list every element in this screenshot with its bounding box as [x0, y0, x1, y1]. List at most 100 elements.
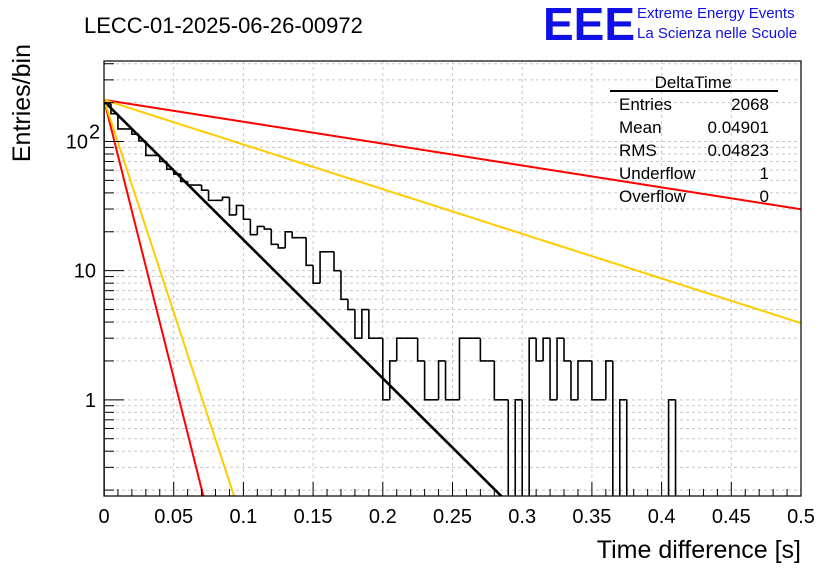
- histogram-bin: [674, 399, 677, 496]
- histogram-bin: [618, 399, 627, 496]
- x-tick-label: 0: [98, 506, 109, 528]
- histogram-bin: [291, 231, 300, 239]
- histogram-bin: [242, 205, 251, 221]
- fit-curve-5: [104, 99, 236, 496]
- histogram-bin: [333, 251, 341, 272]
- histogram-bin: [549, 338, 558, 401]
- y-tick-exponent: 2: [89, 121, 100, 143]
- histogram-bin: [423, 360, 432, 401]
- x-tick-label: 0.35: [572, 506, 611, 528]
- histogram-bin: [305, 237, 314, 267]
- x-tick-label: 0.3: [508, 506, 536, 528]
- histogram-bin: [172, 169, 181, 175]
- x-tick-label: 0.5: [787, 506, 815, 528]
- x-axis-title: Time difference [s]: [597, 536, 801, 564]
- histogram-bin: [138, 134, 146, 142]
- y-axis-title: Entries/bin: [8, 44, 36, 162]
- histogram-bin: [249, 219, 258, 236]
- x-tick-label: 0.05: [154, 506, 193, 528]
- histogram-bin: [277, 244, 286, 249]
- y-tick-label: 10: [74, 261, 96, 283]
- histogram-bin: [458, 337, 467, 400]
- histogram-bin: [556, 337, 565, 400]
- eee-logo: EEE Extreme Energy Events La Scienza nel…: [543, 0, 797, 50]
- histogram-bin: [612, 360, 614, 496]
- fit-curves: [104, 98, 801, 496]
- y-tick-label: 1: [85, 390, 96, 412]
- histogram-bin: [319, 250, 328, 284]
- histogram-bin: [535, 338, 544, 362]
- x-tick-label: 0.2: [369, 506, 397, 528]
- x-tick-label: 0.45: [712, 506, 751, 528]
- stats-label: Mean: [619, 118, 662, 137]
- histogram-bin: [437, 360, 446, 400]
- axis-ticks: [103, 63, 802, 496]
- histogram-bin: [395, 337, 404, 361]
- histogram-bin: [416, 338, 425, 362]
- histogram-bin: [493, 360, 502, 401]
- histogram-bin: [388, 360, 397, 400]
- histogram-bin: [235, 204, 244, 215]
- stats-value: 0.04901: [708, 118, 769, 137]
- histogram-bin: [479, 338, 488, 362]
- histogram-bin: [263, 226, 272, 230]
- x-tick-label: 0.15: [294, 506, 333, 528]
- histogram-bin: [186, 181, 195, 186]
- histogram-bin: [158, 155, 167, 163]
- grid-lines: [104, 61, 801, 496]
- histogram-bin: [228, 197, 237, 216]
- histogram-bin: [444, 360, 453, 401]
- histogram-bin: [117, 113, 125, 130]
- histogram-bin: [514, 399, 523, 496]
- histogram-bin: [382, 338, 390, 401]
- stats-title: DeltaTime: [655, 73, 732, 92]
- stats-label: Overflow: [619, 187, 687, 206]
- chart-title: LECC-01-2025-06-26-00972: [84, 13, 363, 38]
- histogram-bin: [256, 225, 265, 235]
- histogram-bin: [591, 360, 599, 401]
- stats-value: 0: [760, 187, 769, 206]
- stats-value: 0.04823: [708, 141, 769, 160]
- stats-value: 2068: [731, 95, 769, 114]
- histogram-bin: [207, 190, 216, 202]
- stats-box: DeltaTime Entries 2068 Mean 0.04901 RMS 0.048…: [610, 73, 778, 206]
- eee-logo-mark: EEE: [543, 0, 635, 50]
- histogram-bin: [625, 399, 628, 496]
- histogram-bin: [179, 174, 188, 183]
- histogram-bin: [528, 337, 537, 496]
- y-tick-label: 10: [66, 131, 88, 153]
- histogram-bin: [131, 128, 139, 135]
- histogram-bin: [145, 140, 153, 157]
- eee-logo-line2: La Scienza nelle Scuole: [637, 25, 797, 42]
- histogram: [104, 102, 677, 496]
- histogram-bin: [507, 399, 510, 496]
- histogram-bin: [542, 337, 551, 361]
- x-tick-label: 0.4: [648, 506, 676, 528]
- histogram-bin: [570, 360, 578, 401]
- fit-curve-4: [104, 99, 205, 496]
- histogram-bin: [368, 309, 376, 339]
- histogram-bin: [312, 265, 321, 284]
- histogram-bin: [104, 102, 111, 496]
- stats-label: RMS: [619, 141, 657, 160]
- histogram-bin: [110, 103, 118, 115]
- histogram-bin: [284, 230, 293, 248]
- fit-curve-3: [104, 98, 801, 325]
- histogram-bin: [347, 299, 355, 311]
- x-tick-label: 0.1: [229, 506, 257, 528]
- histogram-bin: [354, 309, 362, 339]
- histogram-bin: [605, 360, 613, 400]
- histogram-bin: [340, 270, 348, 301]
- histogram-bin: [270, 229, 279, 246]
- fit-curve-2: [104, 98, 801, 211]
- histogram-bin: [577, 360, 585, 400]
- histogram-bin: [165, 161, 174, 171]
- histogram-bin: [563, 338, 571, 362]
- x-tick-label: 0.25: [433, 506, 472, 528]
- x-tick-labels: 0 0.05 0.1 0.15 0.2 0.25 0.3 0.35 0.4 0.45 0.5: [98, 506, 814, 528]
- eee-logo-line1: Extreme Energy Events: [637, 5, 795, 22]
- histogram-bin: [200, 185, 209, 191]
